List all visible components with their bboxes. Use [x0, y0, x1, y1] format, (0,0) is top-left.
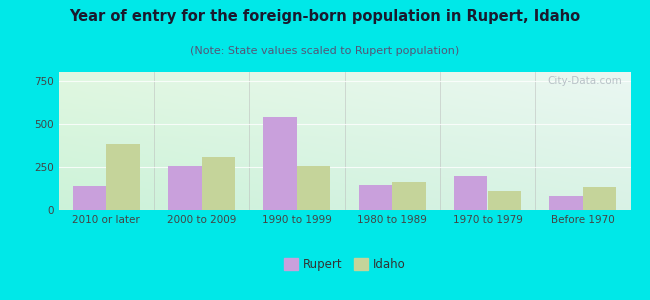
Bar [106, 144, 140, 210]
Bar [168, 166, 202, 210]
Bar [454, 176, 488, 210]
Legend: Rupert, Idaho: Rupert, Idaho [279, 254, 410, 276]
Bar [263, 117, 297, 210]
Bar [488, 191, 521, 210]
Bar [549, 196, 583, 210]
Bar [297, 166, 330, 210]
Text: (Note: State values scaled to Rupert population): (Note: State values scaled to Rupert pop… [190, 46, 460, 56]
Bar [359, 185, 392, 210]
Bar [583, 187, 616, 210]
Bar [73, 186, 106, 210]
Text: City-Data.com: City-Data.com [547, 76, 622, 86]
Bar [392, 182, 426, 210]
Text: Year of entry for the foreign-born population in Rupert, Idaho: Year of entry for the foreign-born popul… [70, 9, 580, 24]
Bar [202, 158, 235, 210]
